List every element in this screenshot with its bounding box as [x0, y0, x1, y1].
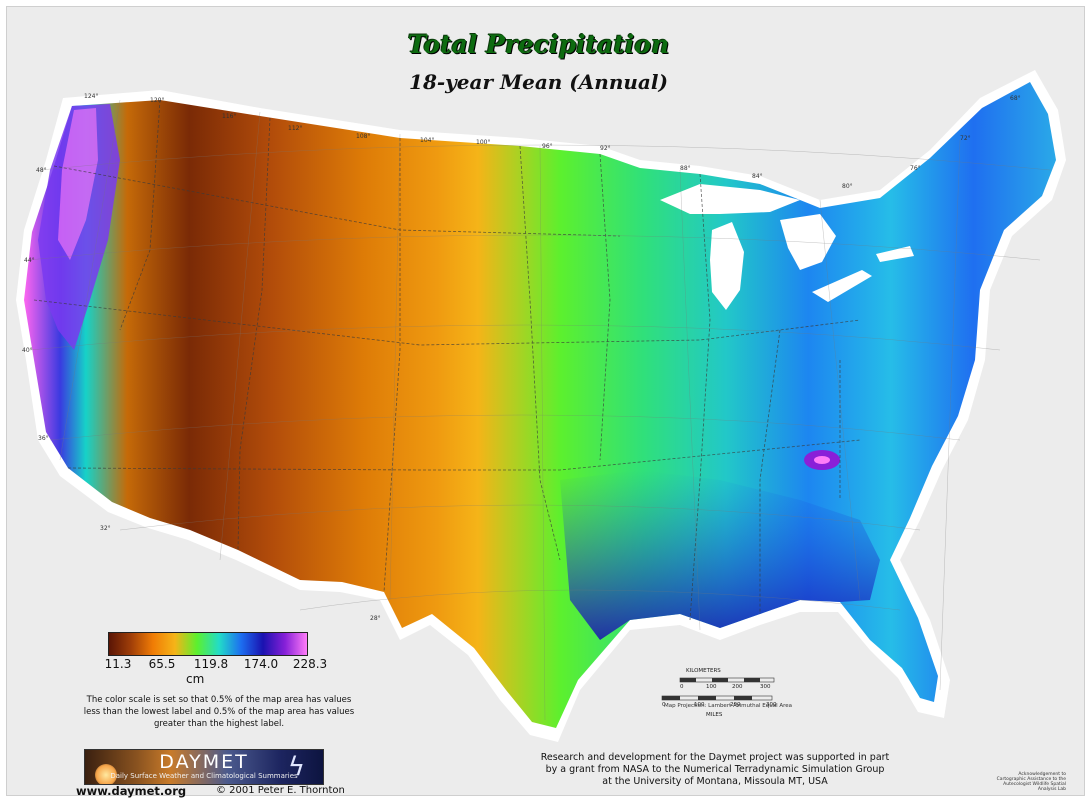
lat-label-32: 32°	[100, 525, 111, 532]
lon-label-68: 68°	[1010, 95, 1021, 102]
lon-label-72: 72°	[960, 135, 971, 142]
lake-ontario	[876, 246, 914, 262]
lon-label-76: 76°	[910, 165, 921, 172]
color-scale-bar	[108, 632, 308, 656]
mi-tick-0: 0	[662, 702, 666, 708]
lon-label-96: 96°	[542, 143, 553, 150]
lon-label-120: 120°	[150, 97, 164, 104]
lon-label-100: 100°	[476, 139, 490, 146]
lake-huron	[780, 214, 836, 270]
km-tick-200: 200	[732, 684, 743, 690]
appalachian-wet-core	[814, 456, 830, 464]
distance-scale: KILOMETERS 0 100 200 300 0 100 200 300 M…	[640, 668, 780, 720]
km-tick-0: 0	[680, 684, 684, 690]
mi-scale-label: MILES	[706, 712, 723, 718]
distance-scale-bars	[661, 677, 775, 701]
lon-label-104: 104°	[420, 137, 434, 144]
sun-icon	[95, 764, 117, 784]
lon-label-80: 80°	[842, 183, 853, 190]
lon-label-88: 88°	[680, 165, 691, 172]
lightning-icon: ϟ	[287, 752, 305, 782]
copyright-text: © 2001 Peter E. Thornton	[216, 785, 345, 796]
lake-michigan	[710, 222, 744, 310]
logo-tagline: Daily Surface Weather and Climatological…	[110, 772, 298, 780]
lat-label-44: 44°	[24, 257, 35, 264]
scale-label-2: 65.5	[148, 657, 176, 671]
scale-label-min: 11.3	[104, 657, 132, 671]
color-scale-labels: 11.3 65.5 119.8 174.0 228.3	[80, 657, 340, 675]
gulf-wet-region	[560, 470, 880, 640]
graticule	[27, 99, 1051, 721]
scale-label-max: 228.3	[292, 657, 328, 671]
mi-tick-200: 200	[730, 702, 741, 708]
km-scale-label: KILOMETERS	[686, 668, 721, 674]
lake-erie	[812, 270, 872, 302]
lon-label-84: 84°	[752, 173, 763, 180]
km-tick-300: 300	[760, 684, 771, 690]
state-boundaries	[33, 99, 861, 621]
acknowledgement-text: Acknowledgement to Cartographic Assistan…	[996, 772, 1066, 792]
projection-note: Map Projection: Lambert Azimuthal Equal …	[664, 703, 793, 709]
lon-label-112: 112°	[288, 125, 302, 132]
map-title: Total Precipitation	[407, 30, 670, 59]
lake-superior	[660, 184, 800, 214]
graticule-labels: 124° 120° 116° 112° 108° 104° 100° 96° 9…	[22, 93, 1021, 622]
color-scale-unit: cm	[186, 672, 205, 686]
mi-tick-300: 300	[766, 702, 777, 708]
lon-label-124: 124°	[84, 93, 98, 100]
logo-name: DAYMET	[159, 751, 249, 773]
website-link[interactable]: www.daymet.org	[76, 784, 187, 798]
lon-label-116: 116°	[222, 113, 236, 120]
daymet-logo[interactable]: DAYMET Daily Surface Weather and Climato…	[84, 749, 324, 785]
km-tick-100: 100	[706, 684, 717, 690]
lon-label-92: 92°	[600, 145, 611, 152]
scale-label-4: 174.0	[243, 657, 279, 671]
lat-label-40: 40°	[22, 347, 33, 354]
lat-label-36: 36°	[38, 435, 49, 442]
funding-credit: Research and development for the Daymet …	[540, 752, 890, 787]
lat-label-28: 28°	[370, 615, 381, 622]
color-scale-note: The color scale is set so that 0.5% of t…	[83, 695, 355, 729]
lon-label-108: 108°	[356, 133, 370, 140]
pacific-coast-peak-band	[58, 108, 98, 260]
map-subtitle: 18-year Mean (Annual)	[409, 70, 668, 94]
lat-label-48: 48°	[36, 167, 47, 174]
mi-tick-100: 100	[694, 702, 705, 708]
scale-label-3: 119.8	[193, 657, 229, 671]
